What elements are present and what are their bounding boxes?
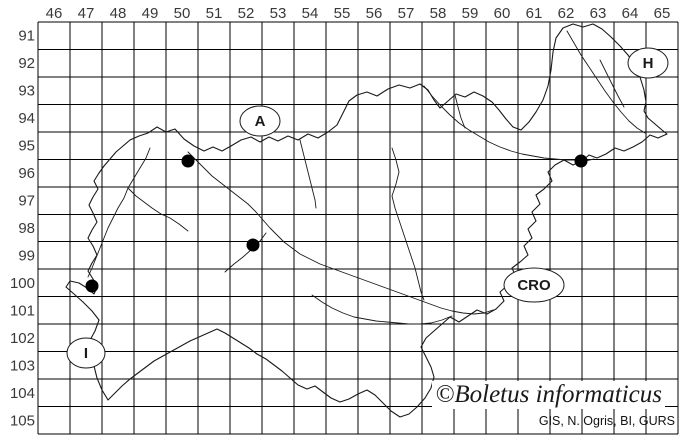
country-ellipse: [503, 267, 565, 303]
column-label: 64: [622, 5, 639, 22]
column-label: 49: [142, 5, 159, 22]
column-label: 58: [430, 5, 447, 22]
column-label: 51: [206, 5, 223, 22]
country-label-austria: A: [239, 105, 281, 137]
country-labels: A H CRO I: [66, 47, 669, 369]
river-drava-path: [423, 85, 595, 162]
column-label: 63: [590, 5, 607, 22]
river-savinja-path: [391, 147, 425, 301]
country-label-hungary: H: [627, 47, 669, 79]
row-label: 105: [10, 412, 35, 429]
record-dot: [85, 279, 99, 293]
column-label: 47: [78, 5, 95, 22]
country-ellipse: [239, 105, 281, 137]
slovenia-outline: [65, 23, 668, 418]
row-axis: 91 92 93 94 95 96 97 98 99 100 101 102 103 104 105: [10, 28, 35, 430]
country-ellipse: [627, 47, 669, 79]
country-label-text: CRO: [517, 277, 551, 294]
record-dots: [85, 154, 588, 293]
river-kamniska-path: [299, 139, 317, 209]
row-label: 97: [18, 193, 35, 210]
row-label: 100: [10, 275, 35, 292]
column-label: 57: [398, 5, 415, 22]
column-label: 50: [174, 5, 191, 22]
column-label: 60: [494, 5, 511, 22]
attribution-text: GIS, N. Ogris, BI, GURS: [538, 414, 675, 428]
row-label: 95: [18, 138, 35, 155]
column-label: 55: [334, 5, 351, 22]
river-mura-path: [566, 30, 646, 134]
row-label: 102: [10, 330, 35, 347]
grid-lines: [37, 21, 679, 435]
row-label: 101: [10, 302, 35, 319]
column-label: 48: [110, 5, 127, 22]
country-label-italy: I: [66, 337, 106, 369]
row-label: 96: [18, 165, 35, 182]
country-ellipse: [66, 337, 106, 369]
country-label-croatia: CRO: [503, 267, 565, 303]
country-label-text: H: [643, 55, 654, 72]
row-label: 103: [10, 357, 35, 374]
column-label: 54: [302, 5, 319, 22]
column-label: 62: [558, 5, 575, 22]
row-label: 99: [18, 247, 35, 264]
river-ljubljanica-path: [224, 232, 267, 273]
column-label: 46: [46, 5, 63, 22]
river-krka-path: [311, 294, 453, 325]
column-label: 59: [462, 5, 479, 22]
record-dot: [181, 154, 195, 168]
column-label: 52: [238, 5, 255, 22]
row-label: 98: [18, 220, 35, 237]
column-label: 65: [654, 5, 671, 22]
river-idrijca-path: [127, 187, 189, 232]
river-sava-path: [187, 151, 494, 315]
column-axis: 46 47 48 49 50 51 52 53 54 55 56 57 58 59 60 61 62 63 64 65: [46, 5, 671, 22]
row-label: 92: [18, 55, 35, 72]
record-dot: [574, 154, 588, 168]
row-label: 104: [10, 385, 35, 402]
river-soca-path: [87, 147, 151, 278]
watermark-text: ©Boletus informaticus: [432, 381, 665, 409]
river-ledava-path: [599, 59, 625, 108]
row-label: 94: [18, 110, 35, 127]
column-label: 61: [526, 5, 543, 22]
country-label-text: A: [255, 113, 266, 130]
country-label-text: I: [84, 345, 88, 362]
country-border-path: [65, 23, 668, 418]
row-label: 93: [18, 83, 35, 100]
column-label: 56: [366, 5, 383, 22]
column-label: 53: [270, 5, 287, 22]
river-meza-path: [454, 94, 466, 129]
record-dot: [246, 238, 260, 252]
row-label: 91: [18, 28, 35, 45]
